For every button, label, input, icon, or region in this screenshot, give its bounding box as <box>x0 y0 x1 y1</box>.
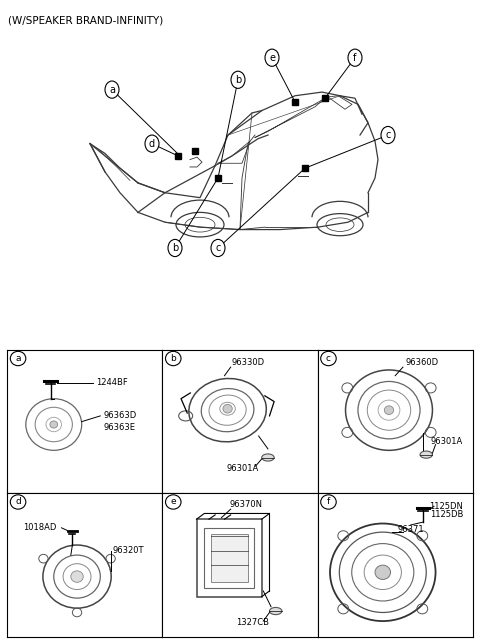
Circle shape <box>375 565 391 580</box>
Ellipse shape <box>269 607 282 614</box>
Circle shape <box>384 406 394 415</box>
Text: f: f <box>327 498 330 507</box>
Text: d: d <box>15 498 21 507</box>
Text: b: b <box>235 75 241 85</box>
Text: f: f <box>353 53 357 63</box>
Text: e: e <box>269 53 275 63</box>
Text: 96371: 96371 <box>397 525 424 534</box>
Text: 96370N: 96370N <box>230 500 263 509</box>
Bar <box>204 528 254 588</box>
Text: 96320T: 96320T <box>113 546 144 555</box>
Text: c: c <box>385 130 391 140</box>
Text: e: e <box>170 498 176 507</box>
Text: 96360D: 96360D <box>405 358 438 367</box>
Text: b: b <box>172 243 178 253</box>
Bar <box>211 534 248 582</box>
Text: 1125DB: 1125DB <box>430 510 463 519</box>
Circle shape <box>223 404 232 413</box>
Text: a: a <box>109 85 115 94</box>
Text: 96363D: 96363D <box>103 412 137 421</box>
Circle shape <box>50 421 58 428</box>
Text: 1125DN: 1125DN <box>430 502 463 511</box>
Text: (W/SPEAKER BRAND-INFINITY): (W/SPEAKER BRAND-INFINITY) <box>8 16 163 26</box>
Text: c: c <box>326 354 331 363</box>
Text: 96363E: 96363E <box>103 423 135 432</box>
Text: 1244BF: 1244BF <box>96 378 127 387</box>
Text: 1327CB: 1327CB <box>236 618 269 627</box>
Text: b: b <box>170 354 176 363</box>
Text: c: c <box>216 243 221 253</box>
Text: a: a <box>15 354 21 363</box>
Circle shape <box>71 571 83 582</box>
Text: 96301A: 96301A <box>227 464 259 474</box>
Text: 1018AD: 1018AD <box>23 523 56 532</box>
Text: 96301A: 96301A <box>430 437 463 446</box>
Ellipse shape <box>420 451 432 458</box>
Ellipse shape <box>262 454 274 461</box>
Text: 96330D: 96330D <box>231 358 264 367</box>
Text: d: d <box>149 139 155 149</box>
Bar <box>196 519 262 596</box>
